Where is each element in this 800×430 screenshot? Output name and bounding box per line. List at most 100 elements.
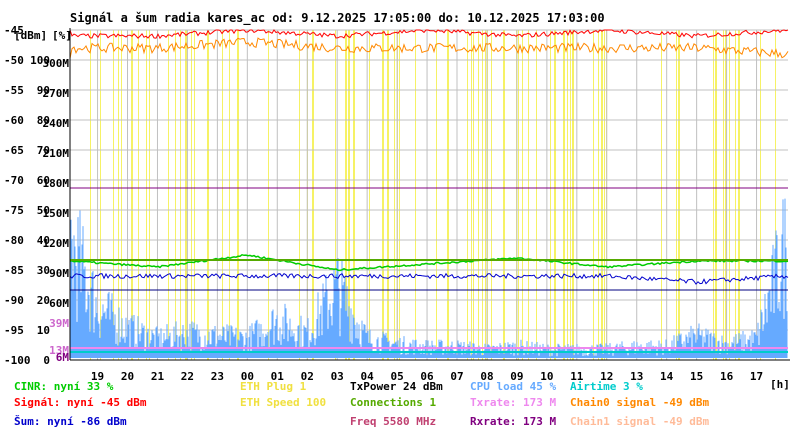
legend-entry: CPU load 45 % bbox=[470, 380, 556, 393]
y-tick-dbm: -70 bbox=[4, 174, 24, 187]
eth-bar bbox=[345, 30, 347, 360]
y-tick-dbm: -45 bbox=[4, 24, 24, 37]
legend-entry: CINR: nyní 33 % bbox=[14, 380, 114, 393]
y-tick-rate: 270M bbox=[43, 87, 70, 100]
y-tick-pct: 100 bbox=[30, 54, 50, 67]
eth-bar bbox=[113, 30, 114, 360]
eth-bar bbox=[382, 30, 384, 360]
legend-entry: Airtime 3 % bbox=[570, 380, 643, 393]
eth-bar bbox=[563, 30, 565, 360]
eth-bar bbox=[491, 30, 492, 360]
x-tick: 12 bbox=[600, 370, 613, 383]
x-tick: 09 bbox=[510, 370, 523, 383]
eth-bar bbox=[222, 30, 223, 360]
eth-bar bbox=[503, 30, 505, 360]
legend-entry: ETH Speed 100 bbox=[240, 396, 326, 409]
x-tick: 08 bbox=[480, 370, 493, 383]
eth-bar bbox=[369, 30, 370, 360]
y-tick-dbm: -75 bbox=[4, 204, 24, 217]
eth-bar bbox=[567, 30, 568, 360]
x-tick: 14 bbox=[660, 370, 674, 383]
eth-bar bbox=[550, 30, 551, 360]
eth-bar bbox=[729, 30, 730, 360]
y-tick-rate: 300M bbox=[43, 57, 70, 70]
eth-bar bbox=[554, 30, 556, 360]
y-tick-dbm: -100 bbox=[4, 354, 31, 367]
eth-bar bbox=[661, 30, 662, 360]
eth-bar bbox=[194, 30, 195, 360]
x-tick: 13 bbox=[630, 370, 643, 383]
eth-bar bbox=[447, 30, 449, 360]
x-tick: 19 bbox=[91, 370, 104, 383]
eth-bar bbox=[185, 30, 187, 360]
legend-entry: Txrate: 173 M bbox=[470, 396, 556, 409]
eth-bar bbox=[598, 30, 599, 360]
legend: CINR: nyní 33 % Signál: nyní -45 dBm Šum: … bbox=[14, 380, 709, 428]
x-tick: 15 bbox=[690, 370, 703, 383]
eth-bar bbox=[570, 30, 571, 360]
x-tick: 07 bbox=[450, 370, 463, 383]
legend-entry: Freq 5580 MHz bbox=[350, 415, 436, 428]
y-tick-rate: 240M bbox=[43, 117, 70, 130]
eth-bar bbox=[90, 30, 91, 360]
eth-bar bbox=[593, 30, 594, 360]
y-tick-pct: 20 bbox=[37, 294, 50, 307]
eth-bar bbox=[121, 30, 122, 360]
y-tick-pct: 60 bbox=[37, 174, 50, 187]
y-tick-pct: 10 bbox=[37, 324, 50, 337]
x-tick: 16 bbox=[720, 370, 734, 383]
y-unit-pct: [%] bbox=[52, 29, 72, 42]
eth-bar bbox=[436, 30, 437, 360]
y-tick-pct: 90 bbox=[37, 84, 50, 97]
x-tick: 02 bbox=[301, 370, 314, 383]
x-tick: 20 bbox=[121, 370, 134, 383]
y-tick-rate: 210M bbox=[43, 147, 70, 160]
y-tick-pct: 0 bbox=[43, 354, 50, 367]
legend-entry: ETH Plug 1 bbox=[240, 380, 307, 393]
x-tick: 01 bbox=[271, 370, 285, 383]
eth-bar bbox=[678, 30, 680, 360]
y-tick-rate: 39M bbox=[49, 317, 69, 330]
eth-bar bbox=[676, 30, 677, 360]
x-tick: 23 bbox=[211, 370, 224, 383]
y-tick-rate: 150M bbox=[43, 207, 70, 220]
y-tick-dbm: -80 bbox=[4, 234, 24, 247]
eth-bar bbox=[149, 30, 150, 360]
legend-entry: TxPower 24 dBm bbox=[350, 380, 443, 393]
eth-bar bbox=[723, 30, 724, 360]
eth-bar bbox=[348, 30, 350, 360]
eth-bar bbox=[604, 30, 605, 360]
eth-bar bbox=[738, 30, 740, 360]
eth-bar bbox=[191, 30, 192, 360]
x-tick: 06 bbox=[420, 370, 434, 383]
legend-entry: Rxrate: 173 M bbox=[470, 415, 556, 428]
y-tick-rate: 6M bbox=[56, 351, 70, 364]
eth-bar bbox=[146, 30, 147, 360]
y-tick-pct: 70 bbox=[37, 144, 50, 157]
eth-bar bbox=[237, 30, 239, 360]
y-tick-rate: 120M bbox=[43, 237, 70, 250]
eth-bar bbox=[168, 30, 169, 360]
y-tick-rate: 60M bbox=[49, 297, 69, 310]
eth-bar bbox=[725, 30, 727, 360]
eth-bar bbox=[601, 30, 603, 360]
eth-bar bbox=[482, 30, 483, 360]
y-tick-pct: 50 bbox=[37, 204, 50, 217]
eth-bar bbox=[713, 30, 714, 360]
legend-entry: Signál: nyní -45 dBm bbox=[14, 396, 147, 409]
y-tick-dbm: -50 bbox=[4, 54, 24, 67]
eth-bar bbox=[394, 30, 395, 360]
y-tick-rate: 180M bbox=[43, 177, 70, 190]
legend-entry: Connections 1 bbox=[350, 396, 436, 409]
eth-bar bbox=[399, 30, 400, 360]
x-tick: 10 bbox=[540, 370, 553, 383]
y-tick-rate: 13M bbox=[49, 344, 69, 357]
x-tick: 00 bbox=[241, 370, 254, 383]
eth-bar bbox=[775, 30, 776, 360]
eth-bar bbox=[487, 30, 488, 360]
y-tick-dbm: -90 bbox=[4, 294, 24, 307]
eth-bar bbox=[485, 30, 486, 360]
eth-bar bbox=[518, 30, 519, 360]
plot-background bbox=[70, 30, 788, 360]
eth-bar bbox=[471, 30, 472, 360]
